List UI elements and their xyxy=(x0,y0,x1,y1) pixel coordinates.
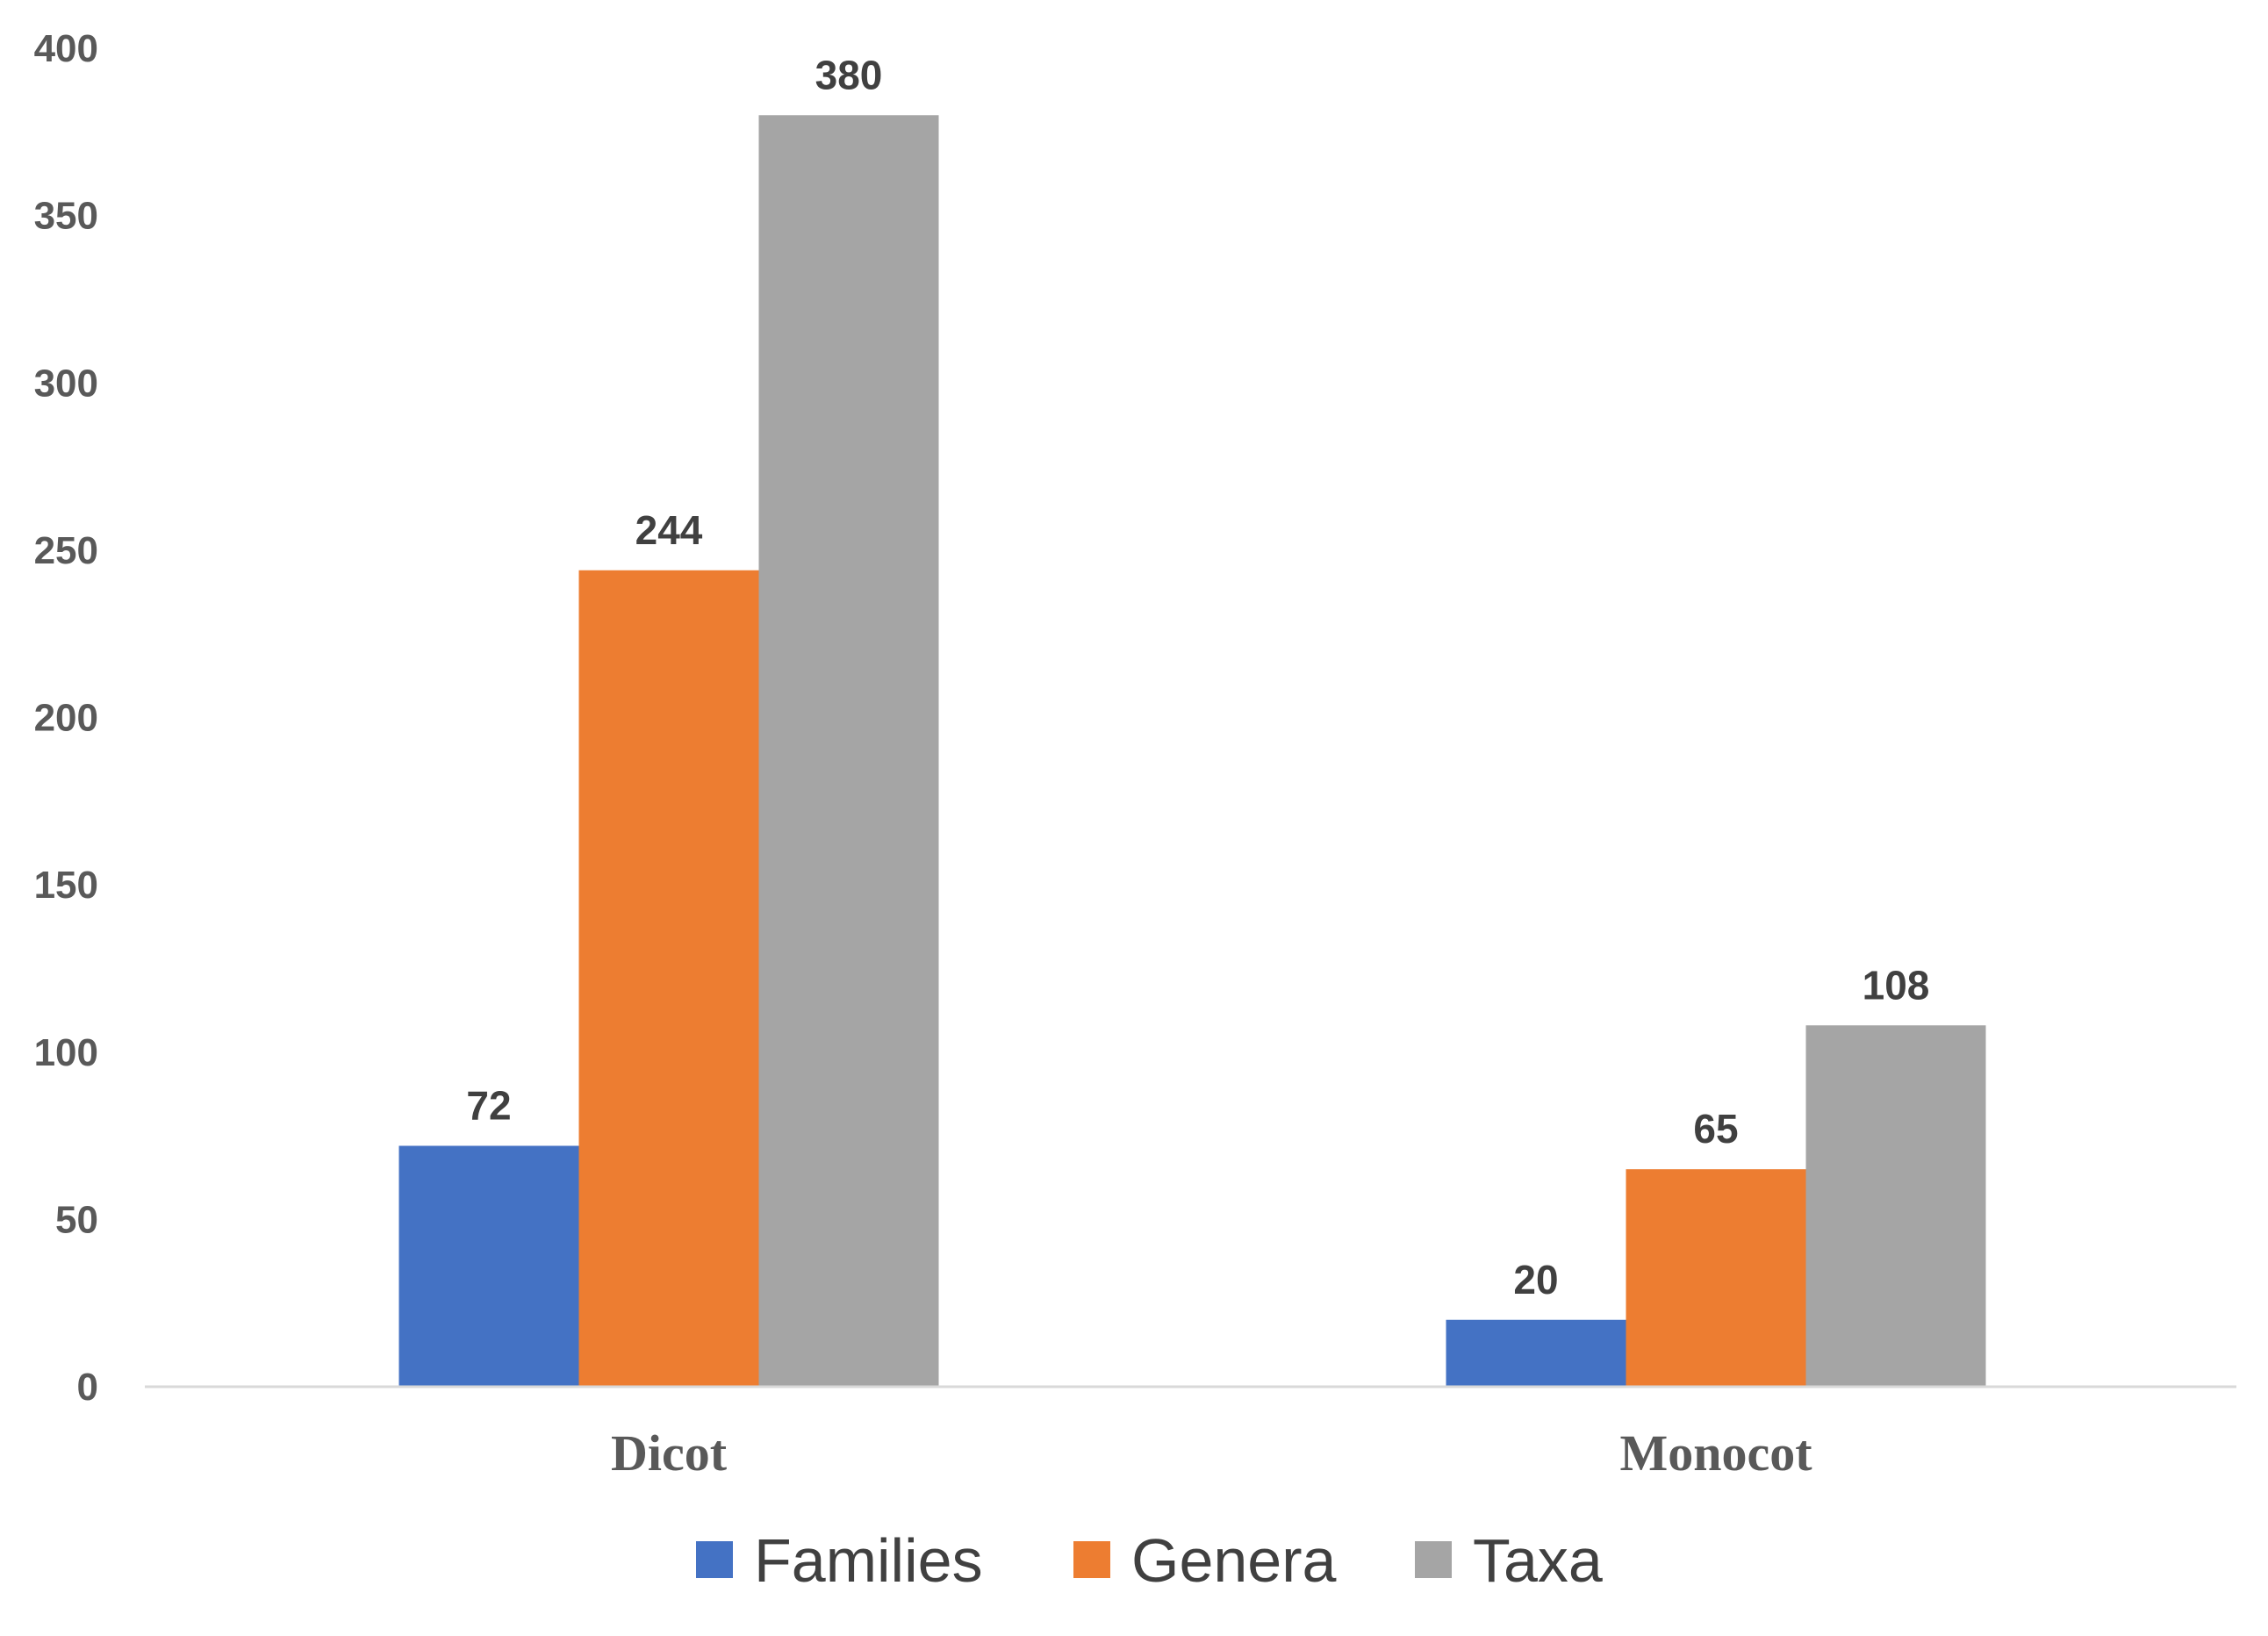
legend-swatch-families xyxy=(696,1541,733,1578)
x-axis-categories: Dicot Monocot xyxy=(611,1424,1812,1482)
bar-monocot-genera xyxy=(1626,1169,1806,1387)
data-label-dicot-taxa: 380 xyxy=(815,52,883,97)
y-tick-label-300: 300 xyxy=(34,362,98,405)
y-tick-label-150: 150 xyxy=(34,864,98,907)
y-tick-label-0: 0 xyxy=(77,1366,98,1409)
data-label-monocot-genera: 65 xyxy=(1693,1106,1738,1152)
legend-label-taxa: Taxa xyxy=(1473,1526,1603,1595)
y-tick-label-250: 250 xyxy=(34,529,98,572)
y-tick-label-350: 350 xyxy=(34,195,98,238)
y-axis-ticks: 0 50 100 150 200 250 300 350 400 xyxy=(34,27,98,1409)
legend-label-genera: Genera xyxy=(1131,1526,1337,1595)
legend-swatch-genera xyxy=(1073,1541,1110,1578)
legend-item-families: Families xyxy=(696,1526,983,1595)
bar-dicot-families xyxy=(398,1145,579,1387)
legend-item-genera: Genera xyxy=(1073,1526,1337,1595)
y-tick-label-100: 100 xyxy=(34,1031,98,1074)
data-label-monocot-families: 20 xyxy=(1513,1257,1558,1302)
legend: Families Genera Taxa xyxy=(696,1526,1603,1595)
data-label-monocot-taxa: 108 xyxy=(1862,962,1930,1008)
legend-swatch-taxa xyxy=(1415,1541,1452,1578)
legend-item-taxa: Taxa xyxy=(1415,1526,1603,1595)
bar-monocot-taxa xyxy=(1805,1025,1986,1387)
bar-dicot-taxa xyxy=(758,115,939,1387)
bar-dicot-genera xyxy=(578,570,759,1387)
data-labels: 72 244 380 20 65 108 xyxy=(466,52,1929,1302)
y-tick-label-50: 50 xyxy=(55,1198,98,1241)
y-tick-label-200: 200 xyxy=(34,697,98,740)
bars xyxy=(398,115,1986,1387)
bar-monocot-families xyxy=(1446,1319,1626,1387)
data-label-dicot-families: 72 xyxy=(466,1083,511,1129)
x-category-label-monocot: Monocot xyxy=(1619,1424,1812,1482)
y-tick-label-400: 400 xyxy=(34,27,98,70)
legend-label-families: Families xyxy=(754,1526,983,1595)
x-category-label-dicot: Dicot xyxy=(611,1424,728,1482)
data-label-dicot-genera: 244 xyxy=(635,507,703,553)
